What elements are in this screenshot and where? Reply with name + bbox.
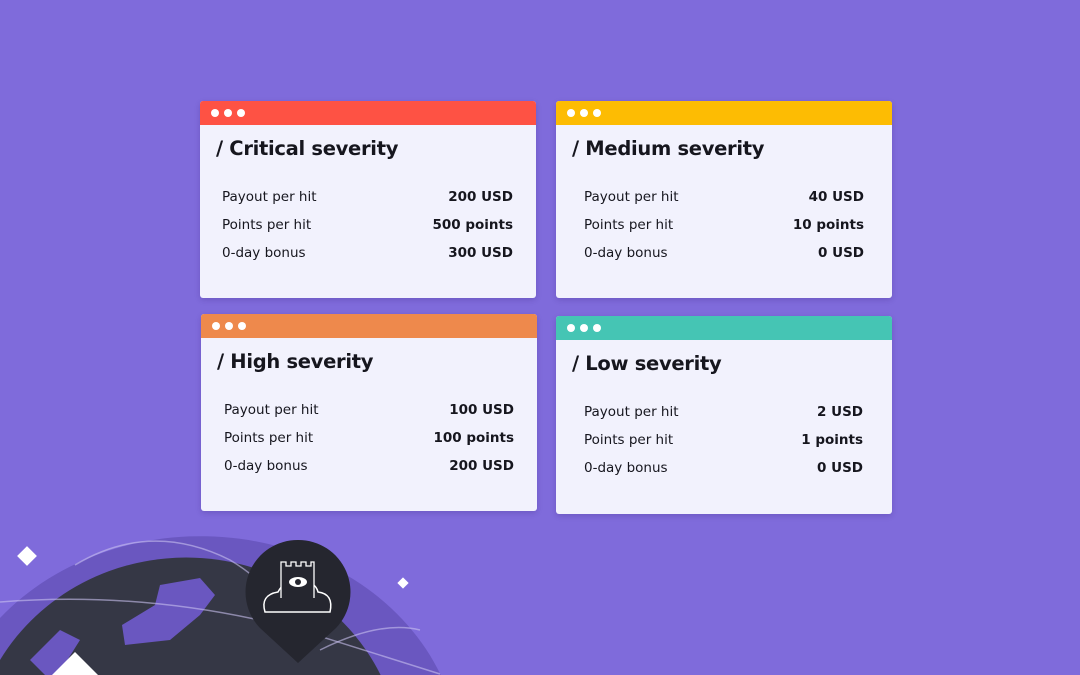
card-title: / Medium severity bbox=[572, 137, 765, 160]
card-critical-severity: / Critical severity Payout per hit 200 US… bbox=[200, 101, 536, 298]
bonus-row: 0-day bonus 300 USD bbox=[222, 245, 513, 273]
window-dot-icon bbox=[593, 109, 601, 117]
card-title: / High severity bbox=[217, 350, 374, 373]
row-label: Payout per hit bbox=[224, 402, 319, 418]
window-dot-icon bbox=[567, 324, 575, 332]
globe-landmass bbox=[30, 630, 80, 675]
row-value: 40 USD bbox=[808, 189, 864, 205]
payout-row: Payout per hit 2 USD bbox=[584, 404, 863, 432]
card-high-severity: / High severity Payout per hit 100 USD Po… bbox=[201, 314, 537, 511]
points-row: Points per hit 500 points bbox=[222, 217, 513, 245]
row-value: 10 points bbox=[792, 217, 864, 233]
row-value: 100 points bbox=[433, 430, 514, 446]
row-value: 500 points bbox=[432, 217, 513, 233]
card-title: / Low severity bbox=[572, 352, 722, 375]
window-dot-icon bbox=[593, 324, 601, 332]
points-row: Points per hit 10 points bbox=[584, 217, 864, 245]
row-value: 300 USD bbox=[448, 245, 513, 261]
window-dot-icon bbox=[238, 322, 246, 330]
window-dot-icon bbox=[580, 324, 588, 332]
row-value: 200 USD bbox=[448, 189, 513, 205]
row-label: Points per hit bbox=[224, 430, 314, 446]
diamond-sparkle bbox=[397, 577, 409, 589]
row-value: 0 USD bbox=[817, 460, 863, 476]
diamond-sparkle bbox=[52, 652, 98, 675]
row-label: Payout per hit bbox=[584, 189, 679, 205]
row-label: 0-day bonus bbox=[584, 245, 668, 261]
row-label: Points per hit bbox=[222, 217, 312, 233]
row-label: Points per hit bbox=[584, 217, 674, 233]
window-dot-icon bbox=[237, 109, 245, 117]
window-dot-icon bbox=[224, 109, 232, 117]
window-title-bar bbox=[556, 101, 892, 125]
window-dot-icon bbox=[212, 322, 220, 330]
window-dot-icon bbox=[580, 109, 588, 117]
window-dot-icon bbox=[225, 322, 233, 330]
bonus-row: 0-day bonus 0 USD bbox=[584, 460, 863, 488]
castle-cloud-eye-map-pin-icon bbox=[245, 539, 351, 663]
points-row: Points per hit 1 points bbox=[584, 432, 863, 460]
row-value: 100 USD bbox=[449, 402, 514, 418]
row-value: 200 USD bbox=[449, 458, 514, 474]
row-label: Payout per hit bbox=[584, 404, 679, 420]
diamond-sparkle bbox=[17, 546, 37, 566]
row-label: 0-day bonus bbox=[584, 460, 668, 476]
window-title-bar bbox=[200, 101, 536, 125]
card-low-severity: / Low severity Payout per hit 2 USD Point… bbox=[556, 316, 892, 514]
window-dot-icon bbox=[567, 109, 575, 117]
bonus-row: 0-day bonus 0 USD bbox=[584, 245, 864, 273]
payout-row: Payout per hit 100 USD bbox=[224, 402, 514, 430]
row-label: 0-day bonus bbox=[224, 458, 308, 474]
card-title: / Critical severity bbox=[216, 137, 399, 160]
window-title-bar bbox=[556, 316, 892, 340]
points-row: Points per hit 100 points bbox=[224, 430, 514, 458]
row-label: 0-day bonus bbox=[222, 245, 306, 261]
row-label: Payout per hit bbox=[222, 189, 317, 205]
row-label: Points per hit bbox=[584, 432, 674, 448]
row-value: 0 USD bbox=[818, 245, 864, 261]
window-dot-icon bbox=[211, 109, 219, 117]
globe-landmass bbox=[122, 578, 215, 645]
row-value: 2 USD bbox=[817, 404, 863, 420]
card-medium-severity: / Medium severity Payout per hit 40 USD P… bbox=[556, 101, 892, 298]
orbit-line bbox=[319, 626, 421, 651]
window-title-bar bbox=[201, 314, 537, 338]
payout-row: Payout per hit 40 USD bbox=[584, 189, 864, 217]
bonus-row: 0-day bonus 200 USD bbox=[224, 458, 514, 486]
payout-row: Payout per hit 200 USD bbox=[222, 189, 513, 217]
row-value: 1 points bbox=[801, 432, 863, 448]
